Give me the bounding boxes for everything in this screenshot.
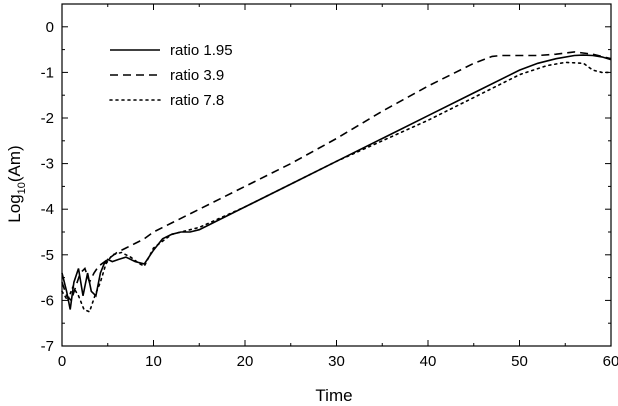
series-line-2 <box>61 51 612 302</box>
x-axis-label: Time <box>315 386 352 405</box>
y-tick-label: -3 <box>41 156 54 173</box>
y-tick-label: -4 <box>41 201 54 218</box>
y-axis-label: Log10(Am) <box>5 145 28 222</box>
x-tick-label: 40 <box>420 353 437 370</box>
x-tick-label: 10 <box>145 353 162 370</box>
x-tick-label: 60 <box>603 353 618 370</box>
series-line-1 <box>61 54 612 310</box>
y-tick-label: -5 <box>41 247 54 264</box>
y-axis-label-rest: (Am) <box>5 145 24 182</box>
y-axis-label-subscript: 10 <box>16 182 28 194</box>
y-tick-label: -6 <box>41 292 54 309</box>
x-axis: 0 10 20 30 40 50 60 <box>58 4 618 370</box>
y-tick-label: 0 <box>46 19 54 36</box>
legend: ratio 1.95 ratio 3.9 ratio 7.8 <box>109 42 233 109</box>
y-axis: 0 -1 -2 -3 -4 -5 -6 -7 <box>41 3 611 355</box>
x-tick-label: 50 <box>511 353 528 370</box>
x-tick-label: 0 <box>58 353 66 370</box>
legend-label-1: ratio 1.95 <box>170 42 233 59</box>
x-tick-label: 30 <box>328 353 345 370</box>
y-tick-label: -1 <box>41 64 54 81</box>
y-axis-label-base: Log <box>5 194 24 222</box>
series-line-3 <box>61 61 612 313</box>
y-tick-label: -7 <box>41 338 54 355</box>
y-tick-label: -2 <box>41 110 54 127</box>
legend-label-2: ratio 3.9 <box>170 67 224 84</box>
x-tick-label: 20 <box>237 353 254 370</box>
series-layer <box>61 51 612 313</box>
legend-label-3: ratio 7.8 <box>170 92 224 109</box>
